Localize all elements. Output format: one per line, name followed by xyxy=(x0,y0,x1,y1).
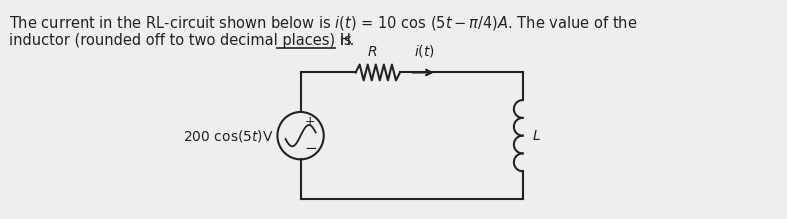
Text: $L$: $L$ xyxy=(532,129,541,143)
Text: H.: H. xyxy=(339,33,355,48)
Text: $i(t)$: $i(t)$ xyxy=(413,43,434,59)
Text: +: + xyxy=(305,115,315,128)
Text: inductor (rounded off to two decimal places) is: inductor (rounded off to two decimal pla… xyxy=(9,33,352,48)
Text: The current in the RL-circuit shown below is $i(t)$ = 10 cos (5$t-\pi$/4)$A$. Th: The current in the RL-circuit shown belo… xyxy=(9,14,637,32)
Text: −: − xyxy=(305,141,317,156)
Text: 200 cos(5$t$)V: 200 cos(5$t$)V xyxy=(183,128,274,144)
Text: $R$: $R$ xyxy=(367,45,377,59)
